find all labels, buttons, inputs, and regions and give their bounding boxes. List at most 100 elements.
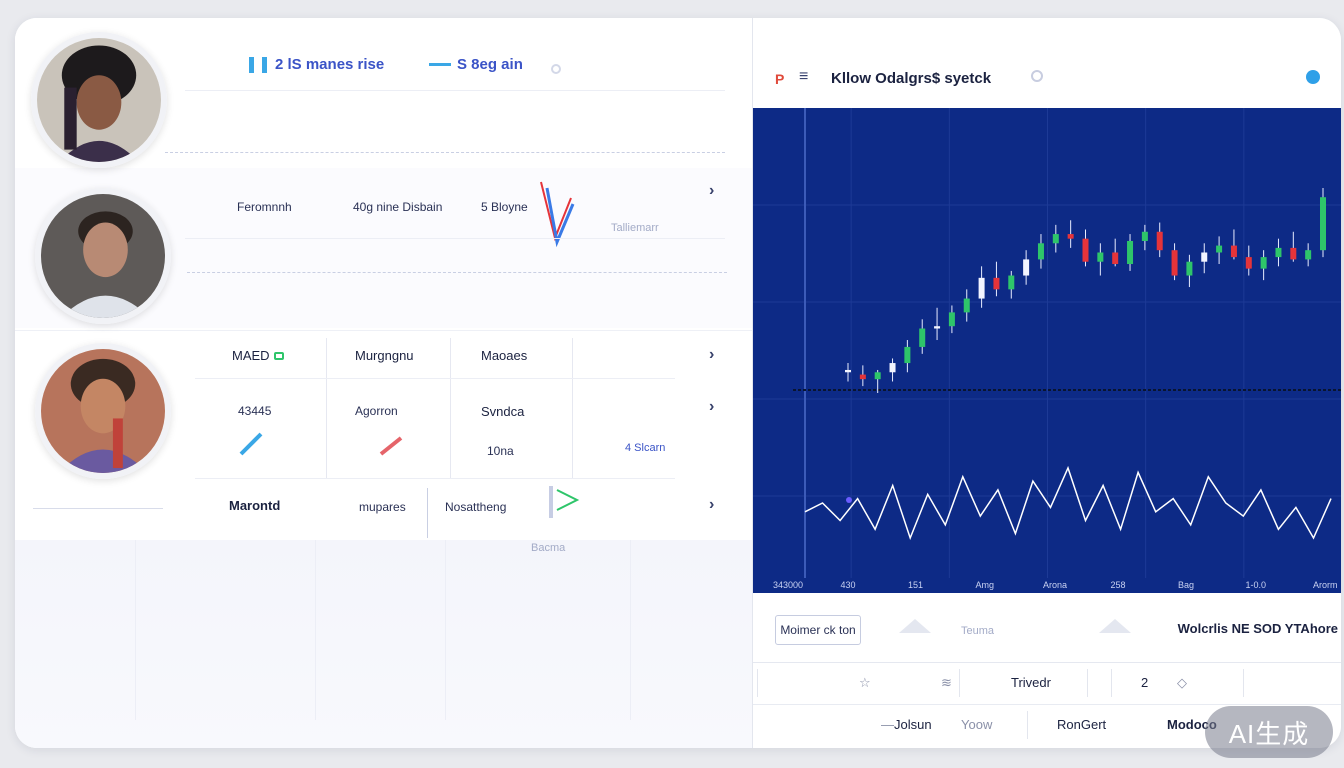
arrow-icon: — (881, 717, 894, 732)
toolbar-label: Teuma (961, 625, 995, 637)
x-tick-label: 343000 (773, 580, 803, 590)
tag-icon[interactable]: ◇ (1177, 675, 1187, 690)
avatar[interactable] (35, 343, 171, 479)
info-icon[interactable] (551, 64, 561, 74)
bars-icon (249, 56, 254, 73)
search-icon[interactable] (1031, 70, 1043, 82)
divider (959, 669, 960, 697)
triangle-icon (1099, 619, 1131, 633)
table-cell: mupares (359, 500, 406, 514)
x-tick-label: 151 (908, 580, 923, 590)
list-item[interactable]: ☆ ≋ Trivedr 2 ◇ (753, 663, 1341, 705)
divider (33, 508, 163, 509)
header-title[interactable]: 2 lS manes rise (249, 56, 384, 73)
candle (1186, 261, 1193, 276)
play-icon[interactable] (547, 484, 587, 520)
toolbar-title: Wolcrlis NE SOD YTAhore (1177, 621, 1338, 636)
refresh-icon[interactable] (1306, 70, 1320, 84)
x-tick-label: Arorm (1313, 580, 1338, 590)
list-item-label: Yoow (961, 717, 993, 732)
divider (1087, 669, 1088, 697)
list-item-label: RonGert (1057, 717, 1107, 732)
chevron-right-icon[interactable]: › (709, 182, 715, 199)
divider (630, 540, 631, 720)
divider (315, 540, 316, 720)
chart-canvas: 343000 430 151 Amg Arona 258 Bag 1-0.0 Arorm (753, 108, 1341, 590)
empty-area (15, 540, 752, 748)
candle (1112, 252, 1119, 265)
row-cell: 40g nine Disbain (353, 200, 443, 214)
x-tick-label: 258 (1111, 580, 1126, 590)
avatar[interactable] (31, 32, 167, 168)
flag-icon[interactable]: P (775, 71, 785, 87)
row-cell: Feromnnh (237, 200, 292, 214)
x-tick-label: 430 (841, 580, 856, 590)
chevron-right-icon[interactable]: › (709, 346, 715, 363)
menu-icon[interactable]: ≡ (799, 68, 809, 85)
table-cell: Marontd (229, 498, 281, 513)
divider (445, 540, 446, 720)
star-icon[interactable]: ☆ (859, 675, 871, 690)
candle (859, 374, 866, 380)
candle (1023, 259, 1030, 276)
candle (1037, 243, 1044, 260)
candle (1320, 197, 1326, 251)
list-item[interactable]: —Jolsun Yoow RonGert Modoco (753, 705, 1341, 747)
candle (1052, 234, 1059, 244)
header-link[interactable]: S 8eg ain (429, 56, 523, 73)
candle (1082, 238, 1089, 262)
candlestick-chart[interactable]: 343000 430 151 Amg Arona 258 Bag 1-0.0 Arorm (753, 108, 1341, 593)
chart-toolbar: Moimer ck ton Teuma Wolcrlis NE SOD YTAh… (753, 593, 1341, 663)
table-cell: 4 Slcarn (625, 442, 666, 454)
list-item-label: Modoco (1167, 717, 1217, 732)
table-cell: Agorron (355, 404, 398, 418)
divider (427, 488, 428, 538)
avatar[interactable] (35, 188, 171, 324)
candle (948, 312, 955, 327)
candle (1230, 245, 1237, 258)
candle (1305, 250, 1312, 260)
candle (1067, 234, 1074, 239)
candle (904, 346, 911, 364)
ai-generated-badge: AI生成 (1205, 706, 1333, 758)
pencil-icon (239, 432, 263, 456)
candle (1171, 250, 1178, 276)
divider (1111, 669, 1112, 697)
candle (978, 277, 985, 299)
list-item-count: 2 (1141, 675, 1149, 690)
divider (1243, 669, 1244, 697)
candle (1097, 252, 1104, 262)
divider (757, 669, 758, 697)
x-tick-label: 1-0.0 (1246, 580, 1267, 590)
app-window: 2 lS manes rise S 8eg ain Feromnnh 40g n… (15, 18, 1341, 748)
candle (1201, 252, 1208, 262)
column-header: Maoaes (481, 348, 528, 363)
candle (874, 372, 881, 380)
candle (934, 326, 941, 329)
chevron-right-icon[interactable]: › (709, 496, 715, 513)
indicator-point (846, 497, 852, 503)
candle (845, 369, 851, 373)
x-tick-label: Bag (1178, 580, 1194, 590)
divider (326, 338, 327, 478)
monitor-button[interactable]: Moimer ck ton (775, 615, 861, 645)
row-cell: 5 Bloyne (481, 200, 528, 214)
divider (1027, 711, 1028, 739)
list-item-label: Trivedr (1011, 675, 1051, 690)
divider (165, 152, 725, 153)
candle (1156, 231, 1163, 251)
candle (889, 363, 896, 373)
chevron-right-icon[interactable]: › (709, 398, 715, 415)
chart-title: Kllow Odalgrs$ syetck (831, 70, 992, 87)
contacts-panel: 2 lS manes rise S 8eg ain Feromnnh 40g n… (15, 18, 752, 748)
candle (963, 298, 970, 313)
candle (1290, 247, 1297, 260)
triangle-icon (899, 619, 931, 633)
status-icon (273, 352, 284, 360)
column-header: Murgngnu (355, 348, 414, 363)
filter-icon[interactable]: ≋ (941, 675, 952, 690)
candle (1216, 245, 1223, 253)
candle (1127, 240, 1134, 265)
header-label: 2 lS manes rise (275, 56, 385, 73)
bars-icon (262, 56, 267, 73)
